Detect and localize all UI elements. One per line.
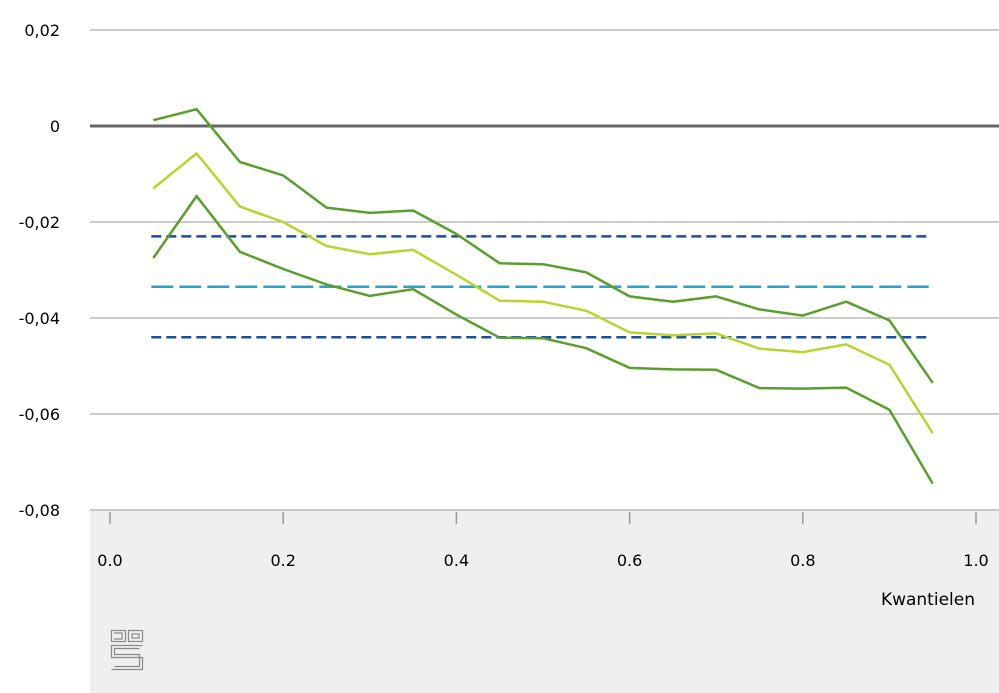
y-tick-label: -0,02 — [19, 213, 60, 232]
x-axis: 0.0 0.2 0.4 0.6 0.8 1.0 — [97, 512, 989, 570]
y-tick-label: 0,02 — [24, 21, 60, 40]
x-tick-label: 0.2 — [270, 551, 295, 570]
series-line-1 — [152, 107, 934, 384]
x-tick-label: 0.8 — [790, 551, 815, 570]
series-lines — [152, 107, 934, 485]
y-tick-labels: 0,02 0 -0,02 -0,04 -0,06 -0,08 — [19, 21, 60, 520]
x-tick-label: 0.0 — [97, 551, 122, 570]
y-tick-label: -0,04 — [19, 309, 60, 328]
y-tick-label: -0,06 — [19, 405, 60, 424]
cbs-logo — [110, 629, 144, 671]
footer-panel — [90, 510, 999, 693]
x-axis-title: Kwantielen — [881, 590, 975, 610]
x-tick-label: 0.6 — [617, 551, 642, 570]
series-line-3 — [152, 194, 934, 485]
reference-lines — [151, 235, 929, 339]
series-line-2 — [152, 152, 934, 434]
y-tick-label: -0,08 — [19, 501, 60, 520]
y-tick-label: 0 — [50, 117, 60, 136]
x-tick-label: 0.4 — [444, 551, 469, 570]
x-tick-label: 1.0 — [963, 551, 988, 570]
grid-lines — [90, 29, 999, 511]
